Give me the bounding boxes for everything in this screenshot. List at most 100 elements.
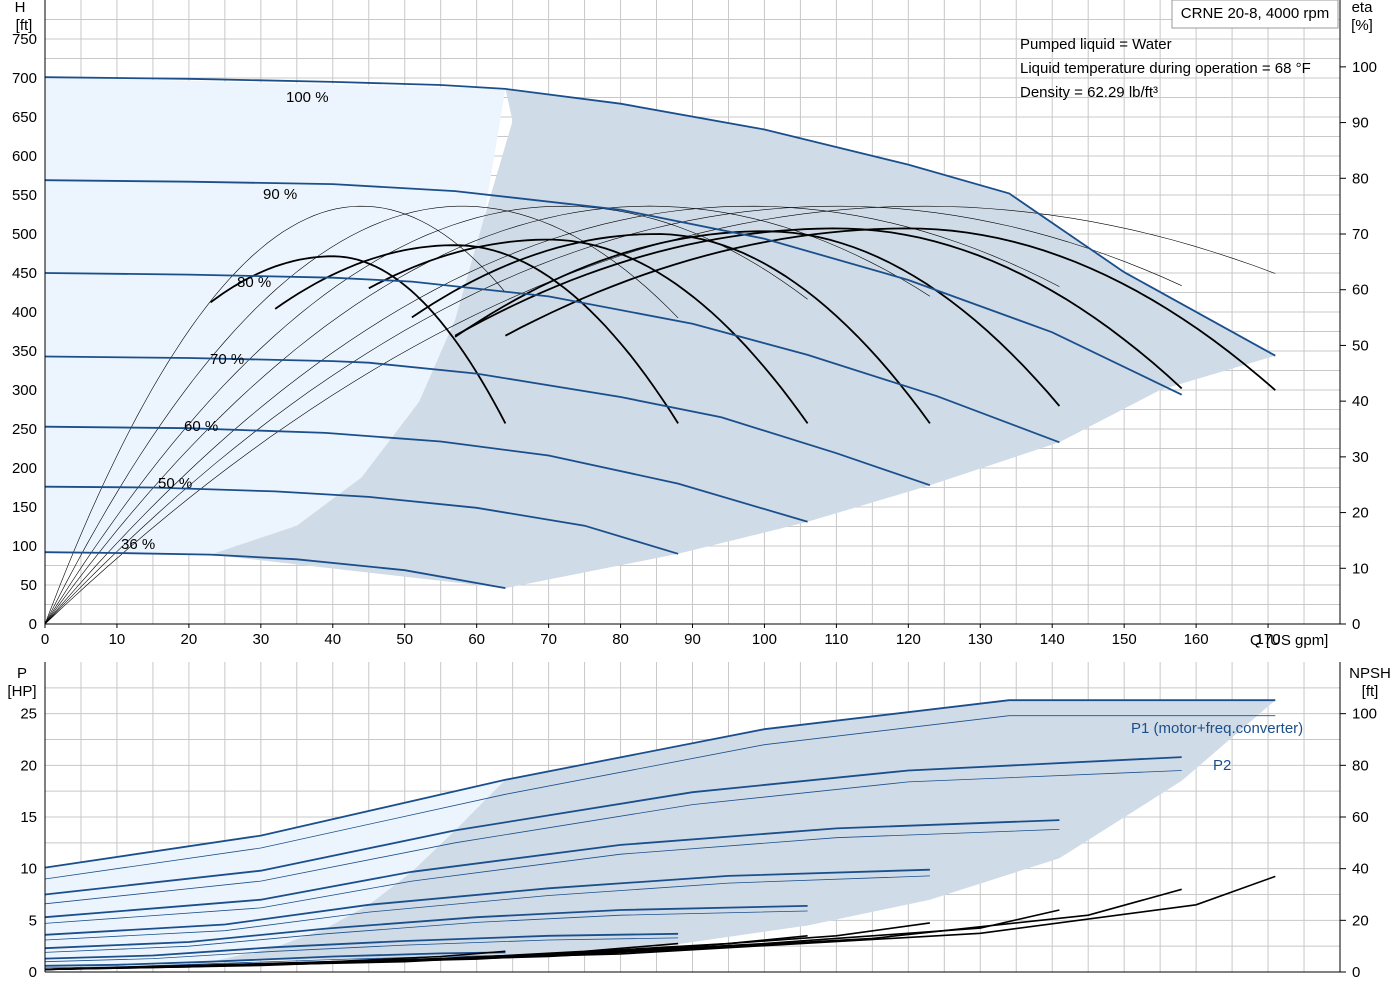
power-light-region	[45, 779, 506, 968]
p1-curve	[44, 951, 506, 967]
power-y-tick-label: 0	[29, 964, 37, 981]
p2-curve	[44, 829, 1060, 924]
head-y-tick-label: 550	[12, 187, 37, 204]
x-tick-label: 170	[1256, 631, 1281, 648]
eta-y-tick-label: 10	[1352, 560, 1369, 577]
head-y-tick-label: 0	[29, 616, 37, 633]
x-tick-label: 100	[752, 631, 777, 648]
power-y-tick-label: 20	[20, 757, 37, 774]
power-ylabel-unit: [HP]	[7, 683, 36, 700]
eta-y-tick-label: 70	[1352, 226, 1369, 243]
p1-curve	[44, 932, 679, 960]
power-y-tick-label: 5	[29, 912, 37, 929]
p1-curve	[44, 819, 1060, 919]
flow-xlabel: Q [US gpm]	[1250, 632, 1328, 649]
head-y-tick-label: 400	[12, 304, 37, 321]
eta-y-tick-label: 100	[1352, 59, 1377, 76]
head-y-tick-label: 200	[12, 460, 37, 477]
eta-thick-curve	[209, 255, 507, 424]
npsh-y-tick-label: 100	[1352, 706, 1377, 723]
head-ylabel-symbol: H	[15, 0, 26, 16]
x-tick-label: 130	[968, 631, 993, 648]
p1-curve	[44, 868, 930, 936]
p2-curve	[44, 715, 1276, 880]
head-y-tick-label: 300	[12, 382, 37, 399]
head-y-tick-label: 700	[12, 70, 37, 87]
p1-label: P1 (motor+freq.converter)	[1131, 720, 1303, 737]
p2-curve	[44, 910, 808, 953]
power-y-tick-label: 10	[20, 861, 37, 878]
head-curve	[44, 179, 1183, 396]
head-operating-region	[45, 77, 1276, 589]
eta-ylabel-symbol: eta	[1352, 0, 1374, 16]
title-box	[1171, 0, 1339, 29]
head-y-tick-label: 250	[12, 421, 37, 438]
eta-ylabel-unit: [%]	[1351, 17, 1373, 34]
head-curve	[44, 485, 679, 555]
eta-y-tick-label: 90	[1352, 115, 1369, 132]
x-tick-label: 150	[1112, 631, 1137, 648]
eta-y-tick-label: 60	[1352, 282, 1369, 299]
speed-label-60: 60 %	[184, 418, 218, 435]
speed-label-100: 100 %	[286, 89, 329, 106]
speed-label-50: 50 %	[158, 475, 192, 492]
p2-label: P2	[1213, 757, 1231, 774]
p2-curve	[44, 937, 679, 963]
info-density: Density = 62.29 lb/ft³	[1020, 84, 1158, 101]
head-ylabel-unit: [ft]	[16, 17, 33, 34]
npsh-ylabel-symbol: NPSH	[1349, 665, 1391, 682]
power-tick-labels: 0 5 10 15 20 25 0 20 40 60 80 100	[20, 706, 1377, 981]
head-light-region	[45, 77, 506, 555]
info-liquid-temperature: Liquid temperature during operation = 68…	[1020, 60, 1311, 77]
x-tick-label: 30	[252, 631, 269, 648]
speed-label-36: 36 %	[121, 536, 155, 553]
npsh-curve	[44, 875, 1276, 971]
eta-thick-curve	[411, 233, 931, 424]
x-tick-label: 70	[540, 631, 557, 648]
x-tick-label: 90	[684, 631, 701, 648]
p2-curve	[44, 770, 1182, 905]
head-y-tick-label: 750	[12, 31, 37, 48]
eta-thin-curve	[44, 205, 506, 625]
head-y-tick-label: 50	[20, 577, 37, 594]
head-curves	[44, 76, 1276, 625]
eta-y-tick-label: 0	[1352, 616, 1360, 633]
head-y-tick-label: 650	[12, 109, 37, 126]
eta-y-tick-label: 20	[1352, 505, 1369, 522]
x-tick-label: 120	[896, 631, 921, 648]
x-tick-label: 80	[612, 631, 629, 648]
x-tick-label: 160	[1184, 631, 1209, 648]
head-curve	[44, 355, 931, 487]
power-curves	[44, 699, 1276, 971]
p2-curve	[44, 875, 930, 941]
speed-label-80: 80 %	[237, 274, 271, 291]
x-tick-label: 40	[324, 631, 341, 648]
power-y-tick-label: 25	[20, 706, 37, 723]
head-y-tick-label: 500	[12, 226, 37, 243]
x-tick-label: 110	[824, 631, 848, 648]
npsh-y-tick-label: 60	[1352, 809, 1369, 826]
eta-thick-curve	[454, 230, 1061, 407]
x-tick-label: 0	[41, 631, 49, 648]
info-pumped-liquid: Pumped liquid = Water	[1020, 36, 1172, 53]
speed-label-70: 70 %	[210, 351, 244, 368]
eta-thin-curve	[44, 205, 1182, 625]
head-y-tick-label: 350	[12, 343, 37, 360]
eta-y-tick-label: 80	[1352, 170, 1369, 187]
npsh-ylabel-unit: [ft]	[1362, 683, 1379, 700]
eta-y-tick-label: 40	[1352, 393, 1369, 410]
p1-curve	[44, 699, 1276, 869]
power-ylabel-symbol: P	[17, 665, 27, 682]
x-tick-label: 20	[181, 631, 198, 648]
x-tick-label: 60	[468, 631, 485, 648]
head-curve	[44, 551, 506, 589]
head-tick-labels: 0 10 20 30 40 50 60 70 80 90 100 110 120 130 140 150 160…	[12, 31, 1377, 648]
eta-thick-curve	[504, 227, 1276, 391]
npsh-y-tick-label: 0	[1352, 964, 1360, 981]
head-y-tick-label: 450	[12, 265, 37, 282]
head-curve	[44, 272, 1060, 444]
x-tick-label: 50	[396, 631, 413, 648]
eta-thin-curve	[44, 205, 808, 625]
x-tick-label: 140	[1040, 631, 1065, 648]
